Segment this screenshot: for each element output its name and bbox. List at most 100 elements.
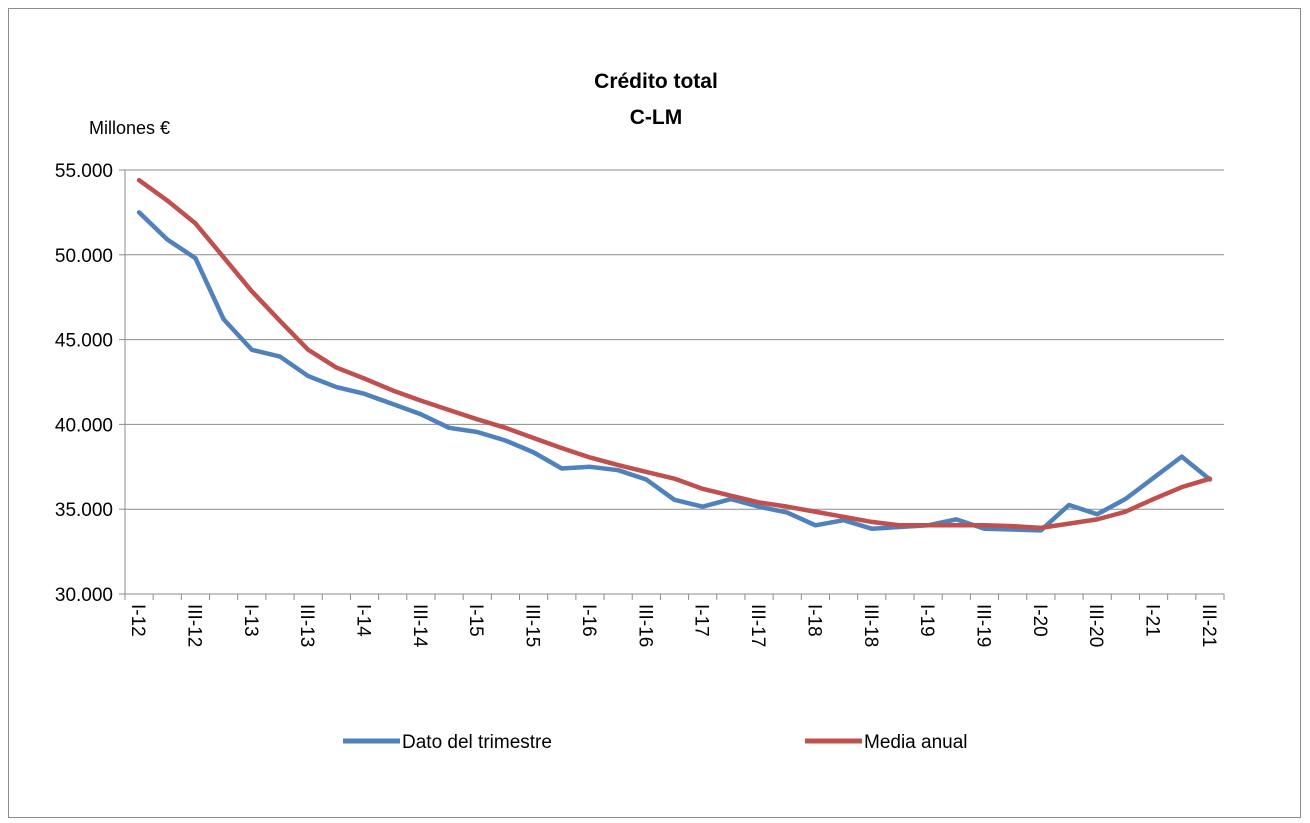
data-point-media: [476, 418, 479, 421]
y-axis-unit-label: Millones €: [89, 118, 170, 138]
data-point-media: [278, 319, 281, 322]
data-point-dato: [1096, 513, 1099, 516]
data-point-media: [250, 290, 253, 293]
data-point-media: [363, 377, 366, 380]
data-point-media: [391, 389, 394, 392]
x-tick-label: III-14: [409, 604, 430, 648]
data-point-dato: [701, 505, 704, 508]
data-point-dato: [307, 375, 310, 378]
data-point-media: [222, 256, 225, 259]
data-point-media: [560, 447, 563, 450]
data-point-media: [1124, 510, 1127, 513]
data-point-dato: [588, 465, 591, 468]
x-tick-label: III-12: [183, 604, 204, 647]
x-tick-label: I-15: [465, 604, 486, 637]
x-tick-label: I-12: [127, 604, 148, 637]
data-point-dato: [1068, 503, 1071, 506]
x-tick-label: III-16: [634, 604, 655, 647]
x-tick-label: III-18: [860, 604, 881, 647]
gridlines: [125, 169, 1224, 510]
data-point-media: [1152, 498, 1155, 501]
x-tick-label: III-13: [296, 604, 317, 647]
data-point-media: [983, 524, 986, 527]
x-tick-label: I-18: [803, 604, 824, 637]
x-axis-ticks: I-12 III-12 I-13 III-13 I-14 III-14 I-15 III-15…: [127, 604, 1219, 648]
data-point-media: [842, 515, 845, 518]
data-point-media: [419, 399, 422, 402]
data-point-media: [1208, 477, 1211, 480]
y-tick-label: 30.000: [55, 585, 113, 606]
data-point-dato: [448, 426, 451, 429]
data-point-media: [448, 408, 451, 411]
data-point-media: [588, 456, 591, 459]
data-point-dato: [391, 403, 394, 406]
x-tick-label: III-20: [1085, 604, 1106, 647]
legend-label-dato: Dato del trimestre: [402, 732, 552, 753]
legend: Dato del trimestre Media anual: [343, 732, 968, 753]
data-point-media: [504, 426, 507, 429]
axes: [119, 169, 1225, 600]
data-point-dato: [983, 527, 986, 530]
data-point-media: [786, 505, 789, 508]
data-point-media: [645, 470, 648, 473]
data-point-dato: [504, 439, 507, 442]
data-point-media: [701, 487, 704, 490]
data-point-media: [1039, 526, 1042, 529]
x-tick-label: III-15: [522, 604, 543, 647]
chart-frame: [8, 8, 1301, 818]
y-axis-ticks: 30.000 35.000 40.000 45.000 50.000 55.000: [55, 161, 113, 606]
data-point-dato: [617, 469, 620, 472]
data-point-dato: [814, 524, 817, 527]
series-lines: [136, 177, 1213, 533]
data-point-dato: [532, 451, 535, 454]
data-point-media: [1068, 522, 1071, 525]
data-point-media: [927, 524, 930, 527]
data-point-media: [1096, 518, 1099, 521]
data-point-media: [898, 524, 901, 527]
data-point-media: [673, 477, 676, 480]
x-tick-label: I-13: [240, 604, 261, 637]
x-tick-label: III-21: [1198, 604, 1219, 647]
y-tick-label: 40.000: [55, 415, 113, 436]
data-point-dato: [278, 355, 281, 358]
data-point-media: [729, 494, 732, 497]
data-point-dato: [138, 211, 141, 214]
series-line-media-anual: [136, 177, 1213, 531]
data-point-dato: [250, 348, 253, 351]
data-point-dato: [673, 498, 676, 501]
data-point-media: [307, 348, 310, 351]
y-tick-label: 55.000: [55, 161, 113, 182]
x-tick-label: III-19: [972, 604, 993, 647]
data-point-dato: [1152, 476, 1155, 479]
legend-item-media: Media anual: [805, 732, 968, 753]
series-line-dato-del-trimestre: [136, 210, 1213, 533]
data-point-dato: [419, 413, 422, 416]
legend-label-media: Media anual: [864, 732, 968, 753]
data-point-dato: [758, 505, 761, 508]
legend-item-dato: Dato del trimestre: [343, 732, 552, 753]
x-tick-label: III-17: [747, 604, 768, 647]
data-point-dato: [1180, 455, 1183, 458]
x-tick-label: I-17: [691, 604, 712, 637]
data-point-media: [335, 366, 338, 369]
y-tick-label: 50.000: [55, 246, 113, 267]
data-point-dato: [645, 478, 648, 481]
data-point-dato: [1011, 528, 1014, 531]
y-tick-label: 35.000: [55, 500, 113, 521]
x-tick-label: I-14: [353, 604, 374, 637]
x-tick-label: I-21: [1142, 604, 1163, 637]
data-point-dato: [476, 431, 479, 434]
data-point-dato: [1124, 498, 1127, 501]
data-point-media: [532, 436, 535, 439]
x-tick-label: I-19: [916, 604, 937, 637]
data-point-media: [1180, 486, 1183, 489]
data-point-dato: [222, 318, 225, 321]
data-point-dato: [870, 527, 873, 530]
data-point-media: [955, 524, 958, 527]
data-point-dato: [955, 518, 958, 521]
data-point-media: [1011, 525, 1014, 528]
data-point-dato: [166, 238, 169, 241]
data-point-dato: [335, 386, 338, 389]
y-tick-label: 45.000: [55, 331, 113, 352]
